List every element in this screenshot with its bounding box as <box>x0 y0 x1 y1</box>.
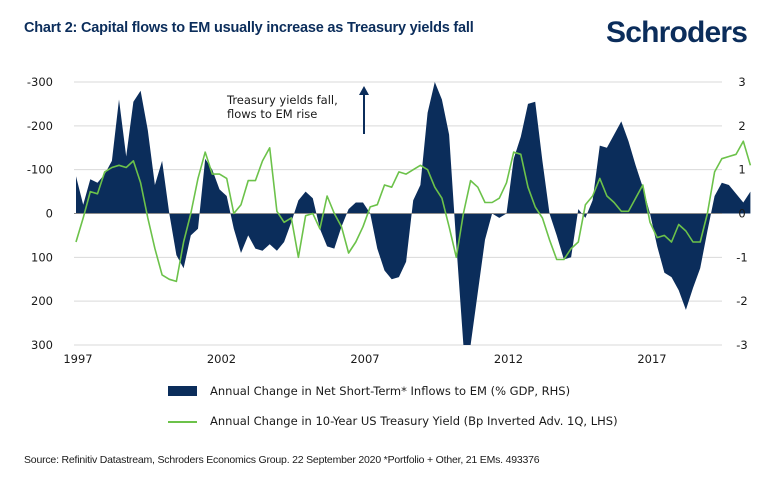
legend-label-treasury: Annual Change in 10-Year US Treasury Yie… <box>210 414 618 428</box>
annotation: Treasury yields fall, flows to EM rise <box>226 86 369 134</box>
annotation-line-1: Treasury yields fall, <box>226 93 338 107</box>
left-tick-label: 300 <box>31 338 53 352</box>
left-tick-label: -100 <box>27 163 53 177</box>
right-tick-label: 3 <box>738 75 745 89</box>
arrow-up-icon <box>359 86 369 134</box>
left-tick-label: -200 <box>27 119 53 133</box>
right-tick-label: 1 <box>738 163 745 177</box>
line-series-treasury <box>75 140 752 283</box>
right-tick-label: -3 <box>736 338 747 352</box>
x-axis-ticks: 1997 2002 2007 2012 2017 <box>63 352 666 366</box>
x-tick-label: 2007 <box>350 352 379 366</box>
schroders-logo: Schroders <box>606 16 748 49</box>
right-tick-label: 2 <box>738 119 745 133</box>
treasury-line-series <box>75 140 752 283</box>
gridlines <box>74 81 722 346</box>
annotation-line-2: flows to EM rise <box>227 107 317 121</box>
x-tick-label: 2017 <box>637 352 666 366</box>
legend-swatch-line <box>168 421 197 423</box>
right-tick-label: 0 <box>738 207 745 221</box>
left-tick-label: 200 <box>31 294 53 308</box>
x-tick-label: 1997 <box>63 352 92 366</box>
left-tick-label: 100 <box>31 250 53 264</box>
left-axis-ticks: -300 -200 -100 0 100 200 300 <box>27 75 53 352</box>
source-note: Source: Refinitiv Datastream, Schroders … <box>24 454 540 466</box>
right-tick-label: -1 <box>736 250 747 264</box>
legend-swatch-area <box>168 386 197 396</box>
left-tick-label: 0 <box>46 207 53 221</box>
chart-title: Chart 2: Capital flows to EM usually inc… <box>24 20 474 36</box>
legend-label-inflows: Annual Change in Net Short-Term* Inflows… <box>210 384 571 398</box>
x-tick-label: 2002 <box>207 352 236 366</box>
right-tick-label: -2 <box>736 294 747 308</box>
right-axis-ticks: 3 2 1 0 -1 -2 -3 <box>736 75 747 352</box>
x-tick-label: 2012 <box>494 352 523 366</box>
left-tick-label: -300 <box>27 75 53 89</box>
